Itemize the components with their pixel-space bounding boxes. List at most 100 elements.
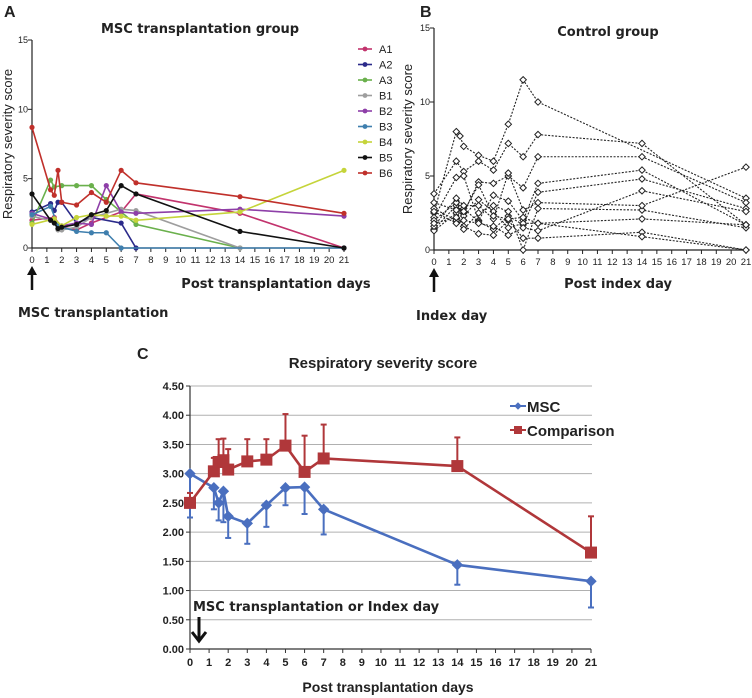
data-point-B3 bbox=[88, 230, 95, 236]
down-arrow-head-icon bbox=[190, 631, 208, 644]
y-tick-label: 5 bbox=[425, 171, 430, 181]
data-point-C11 bbox=[742, 220, 750, 229]
data-point-Comparison bbox=[217, 454, 230, 467]
x-tick-label: 8 bbox=[148, 255, 153, 266]
data-point-C11 bbox=[638, 215, 646, 223]
x-tick-label: 18 bbox=[696, 257, 707, 268]
data-point-A3 bbox=[88, 183, 95, 189]
data-point-Comparison bbox=[298, 465, 311, 478]
data-point-C4 bbox=[459, 172, 468, 180]
x-tick-label: 15 bbox=[652, 257, 663, 268]
data-point-C10 bbox=[459, 216, 468, 225]
data-point-B5 bbox=[29, 191, 35, 197]
data-point-Comparison bbox=[451, 460, 464, 473]
legend-marker bbox=[514, 426, 522, 434]
data-point-B6 bbox=[103, 199, 109, 205]
x-tick-label: 5 bbox=[506, 257, 511, 268]
x-tick-label: 8 bbox=[550, 257, 555, 268]
x-tick-label: 7 bbox=[535, 257, 540, 268]
data-point-C5 bbox=[638, 175, 646, 183]
data-point-B5 bbox=[59, 224, 65, 230]
chart-title: MSC transplantation group bbox=[101, 22, 299, 37]
data-point-C8 bbox=[519, 246, 528, 254]
panel-a-label: A bbox=[4, 4, 16, 21]
data-point-MSC bbox=[208, 481, 220, 494]
data-point-C9 bbox=[534, 198, 542, 207]
data-point-C11 bbox=[474, 180, 483, 189]
data-point-C1 bbox=[489, 157, 498, 166]
legend-label: B1 bbox=[379, 91, 392, 103]
data-point-C2 bbox=[534, 130, 542, 139]
data-point-B5 bbox=[103, 207, 109, 214]
data-point-B2 bbox=[118, 209, 124, 215]
x-tick-label: 6 bbox=[302, 657, 308, 669]
x-tick-label: 5 bbox=[104, 255, 109, 266]
data-point-C2 bbox=[489, 166, 498, 174]
data-point-Comparison bbox=[222, 463, 235, 476]
legend-marker bbox=[362, 62, 368, 67]
series-line-C1 bbox=[433, 78, 747, 214]
data-point-B6 bbox=[341, 210, 347, 216]
data-point-B4 bbox=[133, 217, 139, 223]
x-tick-label: 19 bbox=[711, 257, 722, 268]
data-point-C11 bbox=[504, 215, 513, 223]
x-tick-label: 21 bbox=[585, 657, 597, 669]
x-tick-label: 20 bbox=[324, 255, 335, 266]
data-point-B6 bbox=[59, 199, 65, 205]
panel-b-label: B bbox=[420, 4, 432, 21]
up-arrow-head-icon bbox=[429, 268, 439, 277]
x-tick-label: 11 bbox=[190, 255, 200, 266]
data-point-C3 bbox=[519, 183, 528, 192]
data-point-B2 bbox=[88, 221, 95, 228]
y-tick-label: 15 bbox=[18, 35, 28, 45]
data-point-C11 bbox=[489, 212, 498, 220]
x-tick-label: 6 bbox=[520, 257, 525, 268]
data-point-C11 bbox=[459, 207, 468, 216]
x-tick-label: 0 bbox=[431, 257, 436, 268]
data-point-B6 bbox=[47, 187, 54, 193]
x-tick-label: 1 bbox=[446, 257, 451, 268]
x-tick-label: 16 bbox=[666, 257, 677, 268]
data-point-C5 bbox=[430, 226, 438, 235]
data-point-C2 bbox=[504, 139, 513, 148]
data-point-B3 bbox=[118, 245, 124, 251]
x-tick-label: 17 bbox=[508, 657, 520, 669]
data-point-C9 bbox=[638, 201, 646, 210]
data-point-C4 bbox=[504, 197, 513, 206]
data-point-A2 bbox=[55, 199, 61, 205]
legend-label: A2 bbox=[379, 60, 392, 72]
data-point-C4 bbox=[638, 166, 646, 174]
y-tick-label: 3.50 bbox=[163, 439, 184, 451]
data-point-C1 bbox=[459, 142, 468, 151]
data-point-B4 bbox=[341, 167, 347, 173]
y-tick-label: 5 bbox=[23, 174, 28, 184]
data-point-Comparison bbox=[207, 465, 220, 478]
panel-c-chart: Respiratory severity score 0.00 0.50 1.00 1.… bbox=[163, 355, 615, 695]
x-tick-label: 13 bbox=[220, 255, 231, 266]
legend-marker bbox=[362, 108, 368, 114]
data-point-B6 bbox=[88, 189, 95, 196]
data-point-C2 bbox=[430, 189, 438, 198]
data-point-C9 bbox=[519, 206, 528, 214]
data-point-B5 bbox=[73, 221, 80, 228]
x-tick-label: 16 bbox=[489, 657, 501, 669]
data-point-A3 bbox=[47, 177, 54, 183]
x-tick-label: 4 bbox=[89, 255, 94, 266]
x-tick-label: 18 bbox=[294, 255, 305, 266]
legend-label: B5 bbox=[379, 153, 392, 165]
legend-label: B6 bbox=[379, 168, 392, 180]
x-tick-label: 21 bbox=[741, 257, 752, 268]
y-tick-label: 1.50 bbox=[163, 556, 184, 568]
data-point-C7 bbox=[638, 232, 646, 241]
x-tick-label: 8 bbox=[340, 657, 346, 669]
data-point-C4 bbox=[489, 191, 498, 200]
data-point-MSC bbox=[212, 497, 225, 509]
legend-marker bbox=[514, 402, 522, 410]
x-tick-label: 7 bbox=[133, 255, 138, 266]
x-axis-label: Post transplantation days bbox=[181, 277, 371, 292]
data-point-C10 bbox=[489, 222, 498, 231]
x-tick-label: 17 bbox=[681, 257, 692, 268]
series-line-C8 bbox=[433, 202, 747, 252]
x-tick-label: 16 bbox=[264, 255, 275, 266]
